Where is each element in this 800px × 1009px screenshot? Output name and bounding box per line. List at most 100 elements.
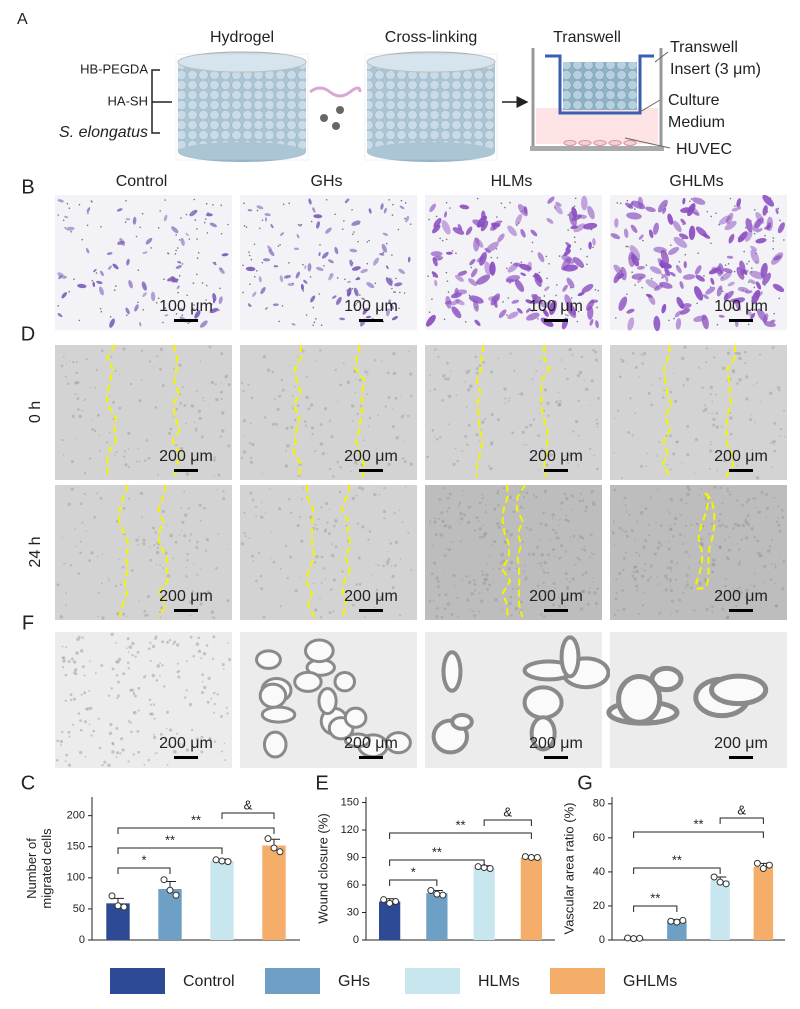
texture (572, 534, 576, 538)
data-point (264, 835, 272, 843)
texture (644, 465, 647, 468)
stained-cell (750, 249, 760, 265)
texture (220, 750, 223, 753)
texture (568, 454, 570, 457)
texture (217, 533, 220, 535)
stained-cell (315, 266, 324, 272)
texture (734, 351, 738, 355)
texture (590, 489, 594, 494)
texture (212, 635, 216, 639)
texture (584, 509, 588, 513)
texture (77, 408, 80, 411)
texture (429, 520, 432, 523)
texture (227, 444, 231, 448)
stained-cell (394, 282, 403, 287)
texture (189, 533, 193, 536)
pore (318, 293, 321, 295)
stained-cell (515, 214, 523, 226)
stained-cell (693, 286, 704, 301)
texture (445, 547, 448, 550)
scale-bar-label: 200 μm (159, 448, 213, 465)
texture (618, 375, 622, 379)
pore (496, 256, 499, 259)
texture (761, 489, 764, 492)
texture (543, 560, 548, 565)
stained-cell (636, 265, 645, 270)
stained-cell (546, 218, 554, 224)
texture (326, 452, 328, 454)
bar (473, 867, 495, 940)
pore (62, 219, 65, 222)
pore (474, 238, 477, 240)
pore (517, 222, 520, 224)
texture (452, 573, 456, 578)
pore (645, 264, 648, 266)
texture (433, 388, 437, 391)
texture (746, 498, 750, 502)
texture (488, 583, 492, 587)
row-label: 0 h (27, 401, 44, 423)
pore (573, 236, 576, 238)
texture (88, 723, 91, 726)
texture (552, 581, 556, 585)
texture (151, 673, 155, 678)
texture (459, 540, 462, 543)
pore (368, 239, 370, 242)
texture (176, 643, 180, 647)
stained-cell (762, 205, 768, 216)
texture (138, 399, 142, 403)
texture (478, 592, 481, 595)
texture (436, 579, 440, 583)
texture (133, 711, 135, 714)
texture (481, 496, 485, 500)
stained-cell (520, 228, 526, 238)
bar (710, 880, 730, 940)
texture (198, 503, 202, 507)
texture (568, 453, 573, 457)
texture (77, 572, 81, 575)
texture (705, 347, 709, 350)
scale-bar (359, 469, 383, 472)
pore (592, 246, 594, 249)
stained-cell (680, 207, 693, 213)
texture (686, 485, 690, 489)
pore (288, 202, 290, 205)
stained-cell (592, 238, 596, 246)
micrograph (425, 345, 602, 480)
texture (702, 409, 705, 413)
texture (557, 403, 561, 407)
pore (506, 314, 508, 316)
lumen (293, 670, 323, 693)
stained-cell (638, 234, 644, 240)
texture (773, 496, 776, 499)
texture (685, 377, 690, 382)
bar (378, 901, 401, 940)
stained-cell (328, 273, 334, 281)
texture (559, 556, 562, 560)
stained-cell (313, 214, 323, 219)
texture (407, 414, 410, 417)
texture (446, 377, 450, 381)
stained-cell (573, 223, 586, 233)
pore (124, 221, 127, 223)
pore (310, 220, 313, 223)
pore (545, 255, 548, 258)
pore (323, 264, 325, 267)
stained-cell (595, 320, 599, 329)
texture (737, 589, 740, 593)
texture (318, 518, 320, 520)
texture (448, 492, 452, 496)
texture (313, 560, 317, 564)
stained-cell (526, 312, 540, 321)
stained-cell (693, 315, 707, 322)
texture (721, 502, 724, 505)
texture (716, 525, 719, 528)
texture (715, 425, 719, 429)
texture (71, 414, 75, 418)
pore (125, 199, 127, 202)
texture (364, 370, 368, 374)
stained-cell (519, 263, 532, 271)
stained-cell (653, 315, 661, 332)
stained-cell (748, 279, 757, 285)
texture (584, 505, 589, 509)
